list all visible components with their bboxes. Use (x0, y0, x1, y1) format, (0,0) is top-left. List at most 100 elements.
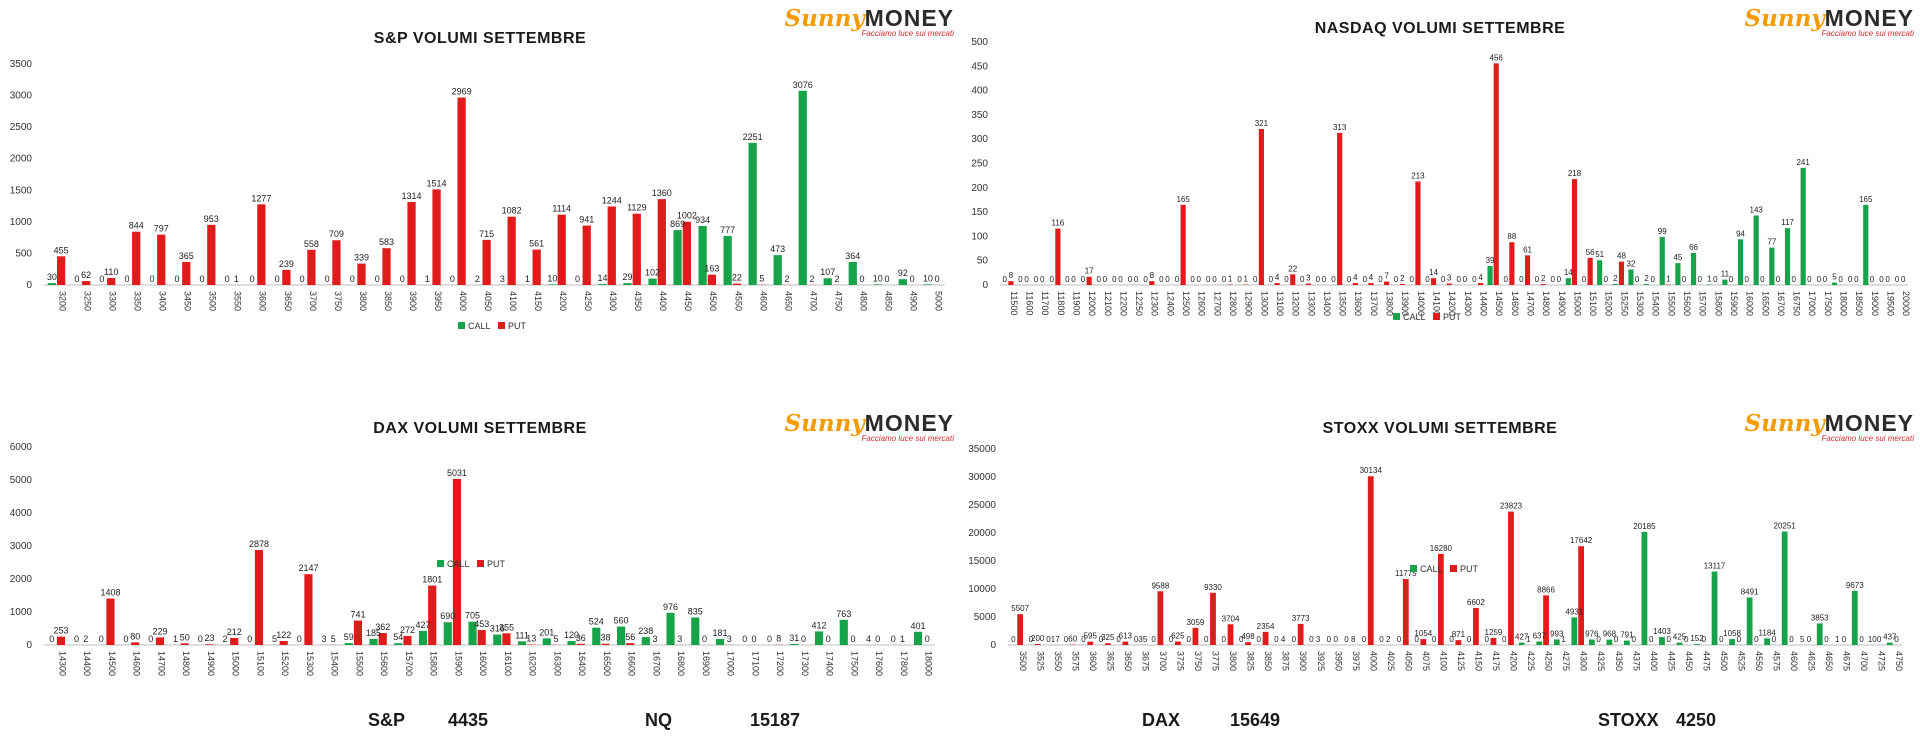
put-data-label: 23823 (1500, 502, 1523, 511)
y-tick-label: 5000 (10, 475, 33, 486)
put-data-label: 0 (1635, 275, 1640, 284)
put-data-label: 0 (1682, 275, 1687, 284)
x-tick-label: 15300 (305, 651, 315, 676)
put-data-label: 2354 (1257, 622, 1275, 631)
call-bar (443, 622, 452, 645)
x-tick-label: 4425 (1666, 651, 1676, 671)
call-data-label: 0 (198, 634, 203, 644)
call-bar (715, 639, 725, 645)
x-tick-label: 4725 (1877, 651, 1887, 671)
put-data-label: 36 (576, 633, 586, 643)
legend-call-swatch (437, 560, 444, 567)
put-bar (1384, 281, 1390, 285)
x-tick-label: 4250 (583, 291, 593, 311)
call-bar (641, 637, 650, 645)
x-tick-label: 17600 (874, 651, 884, 676)
x-tick-label: 4350 (633, 291, 643, 311)
call-bar (1676, 642, 1683, 645)
put-data-label: 0 (1134, 275, 1139, 284)
call-bar (1729, 639, 1735, 645)
sp-price-label: S&P (368, 710, 406, 730)
x-tick-label: 14200 (1447, 291, 1457, 316)
x-tick-label: 12200 (1118, 291, 1128, 316)
put-data-label: 1129 (627, 203, 646, 213)
call-data-label: 0 (1363, 275, 1368, 284)
call-data-label: 92 (898, 268, 908, 278)
put-data-label: 709 (329, 229, 344, 239)
call-bar (1606, 639, 1613, 645)
put-data-label: 1 (1228, 275, 1233, 284)
x-tick-label: 4500 (708, 291, 718, 311)
y-tick-label: 50 (977, 256, 989, 267)
put-data-label: 0 (1789, 635, 1794, 644)
put-data-label: 613 (1119, 632, 1133, 641)
put-data-label: 212 (227, 627, 242, 637)
y-tick-label: 350 (971, 110, 988, 121)
call-data-label: 0 (891, 634, 896, 644)
x-tick-label: 4375 (1631, 651, 1641, 671)
stoxx-price-label: STOXX (1598, 710, 1659, 730)
put-bar (1446, 283, 1452, 285)
call-bar (1863, 204, 1869, 285)
put-data-label: 253 (53, 626, 68, 636)
put-data-label: 0 (1651, 275, 1656, 284)
put-data-label: 11775 (1395, 569, 1417, 578)
call-data-label: 0 (1414, 635, 1419, 644)
call-data-label: 39 (1486, 256, 1495, 265)
put-data-label: 1408 (100, 588, 120, 598)
x-tick-label: 14800 (1541, 291, 1551, 316)
x-tick-label: 16300 (552, 651, 562, 676)
put-data-label: 0 (1212, 275, 1217, 284)
y-tick-label: 2000 (10, 574, 33, 585)
call-data-label: 10 (873, 273, 883, 283)
x-tick-label: 15200 (1604, 291, 1614, 316)
call-bar (623, 283, 632, 285)
x-tick-label: 15500 (1666, 291, 1676, 316)
x-tick-label: 3675 (1140, 651, 1150, 671)
nq-price-value: 15187 (750, 710, 801, 730)
call-data-label: 0 (200, 274, 205, 284)
call-data-label: 0 (1895, 275, 1900, 284)
call-bar (517, 641, 527, 645)
put-data-label: 165 (1176, 195, 1190, 204)
put-data-label: 6602 (1467, 598, 1485, 607)
legend-put-label: PUT (487, 559, 506, 569)
put-data-label: 0 (1557, 275, 1562, 284)
x-tick-label: 4900 (908, 291, 918, 311)
put-bar (332, 240, 341, 285)
sunny-money-logo: SunnyMONEY Facciamo luce sui mercati (1744, 5, 1914, 38)
call-data-label: 0 (1292, 635, 1297, 644)
call-data-label: 0 (1484, 635, 1489, 644)
x-tick-label: 4650 (1824, 651, 1834, 671)
put-data-label: 455 (54, 245, 69, 255)
y-tick-label: 3000 (10, 91, 33, 102)
put-bar (576, 643, 585, 645)
put-bar (1086, 276, 1092, 285)
call-data-label: 51 (1595, 250, 1604, 259)
x-tick-label: 12600 (1197, 291, 1207, 316)
put-data-label: 0 (1614, 635, 1619, 644)
x-tick-label: 17800 (899, 651, 909, 676)
call-data-label: 0 (1096, 275, 1101, 284)
put-data-label: 116 (1051, 219, 1064, 228)
y-tick-label: 25000 (968, 500, 996, 511)
x-tick-label: 3850 (1263, 651, 1273, 671)
put-data-label: 8 (1351, 635, 1356, 644)
call-data-label: 4931 (1565, 607, 1583, 616)
dax-price-value: 15649 (1230, 710, 1281, 730)
put-bar (1245, 642, 1251, 645)
put-data-label: 2 (834, 274, 839, 284)
put-data-label: 0 (702, 634, 707, 644)
call-bar (1565, 278, 1571, 285)
x-tick-label: 16000 (478, 651, 488, 676)
call-data-label: 425 (1673, 633, 1687, 642)
x-tick-label: 16700 (651, 651, 661, 676)
put-bar (1402, 579, 1409, 645)
call-data-label: 0 (1503, 275, 1508, 284)
put-data-label: 0 (850, 634, 855, 644)
call-data-label: 241 (1796, 158, 1810, 167)
put-bar (107, 278, 116, 285)
put-data-label: 325 (1101, 633, 1115, 642)
call-data-label: 427 (1515, 633, 1529, 642)
put-data-label: 0 (1737, 635, 1742, 644)
